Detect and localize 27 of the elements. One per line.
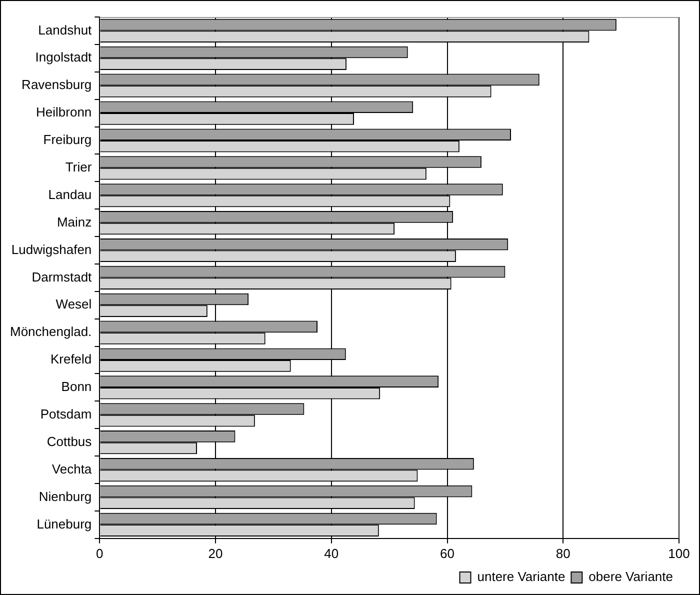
y-tick-label: Cottbus	[46, 434, 92, 449]
y-tick-label: Vechta	[52, 461, 92, 476]
y-tick-label: Heilbronn	[36, 104, 92, 120]
x-tick-label: 100	[668, 546, 690, 561]
y-tick-label: Ludwigshafen	[11, 242, 92, 257]
y-tick-label: Lüneburg	[36, 516, 92, 532]
legend-label: untere Variante	[477, 569, 566, 584]
y-tick-label: Mainz	[56, 214, 92, 230]
y-tick-label: Landau	[48, 186, 92, 202]
y-tick-label: Mönchenglad.	[10, 324, 92, 340]
x-tick-label: 20	[208, 546, 223, 561]
y-tick-label: Landshut	[38, 22, 92, 38]
legend-label: obere Variante	[588, 569, 674, 584]
x-tick-label: 0	[96, 546, 104, 561]
y-tick-label: Potsdam	[40, 406, 92, 422]
x-tick-label: 60	[440, 546, 454, 561]
y-tick-label: Wesel	[56, 296, 92, 312]
y-tick-label: Ingolstadt	[35, 50, 92, 65]
y-tick-label: Darmstadt	[32, 269, 92, 284]
x-tick-label: 80	[556, 546, 570, 561]
x-tick-label: 40	[324, 546, 339, 561]
y-tick-label: Freiburg	[43, 132, 92, 148]
y-tick-label: Krefeld	[50, 352, 92, 367]
y-tick-label: Ravensburg	[22, 77, 92, 92]
y-tick-label: Bonn	[61, 379, 92, 394]
y-tick-label: Trier	[65, 160, 92, 175]
y-tick-label: Nienburg	[38, 488, 92, 504]
